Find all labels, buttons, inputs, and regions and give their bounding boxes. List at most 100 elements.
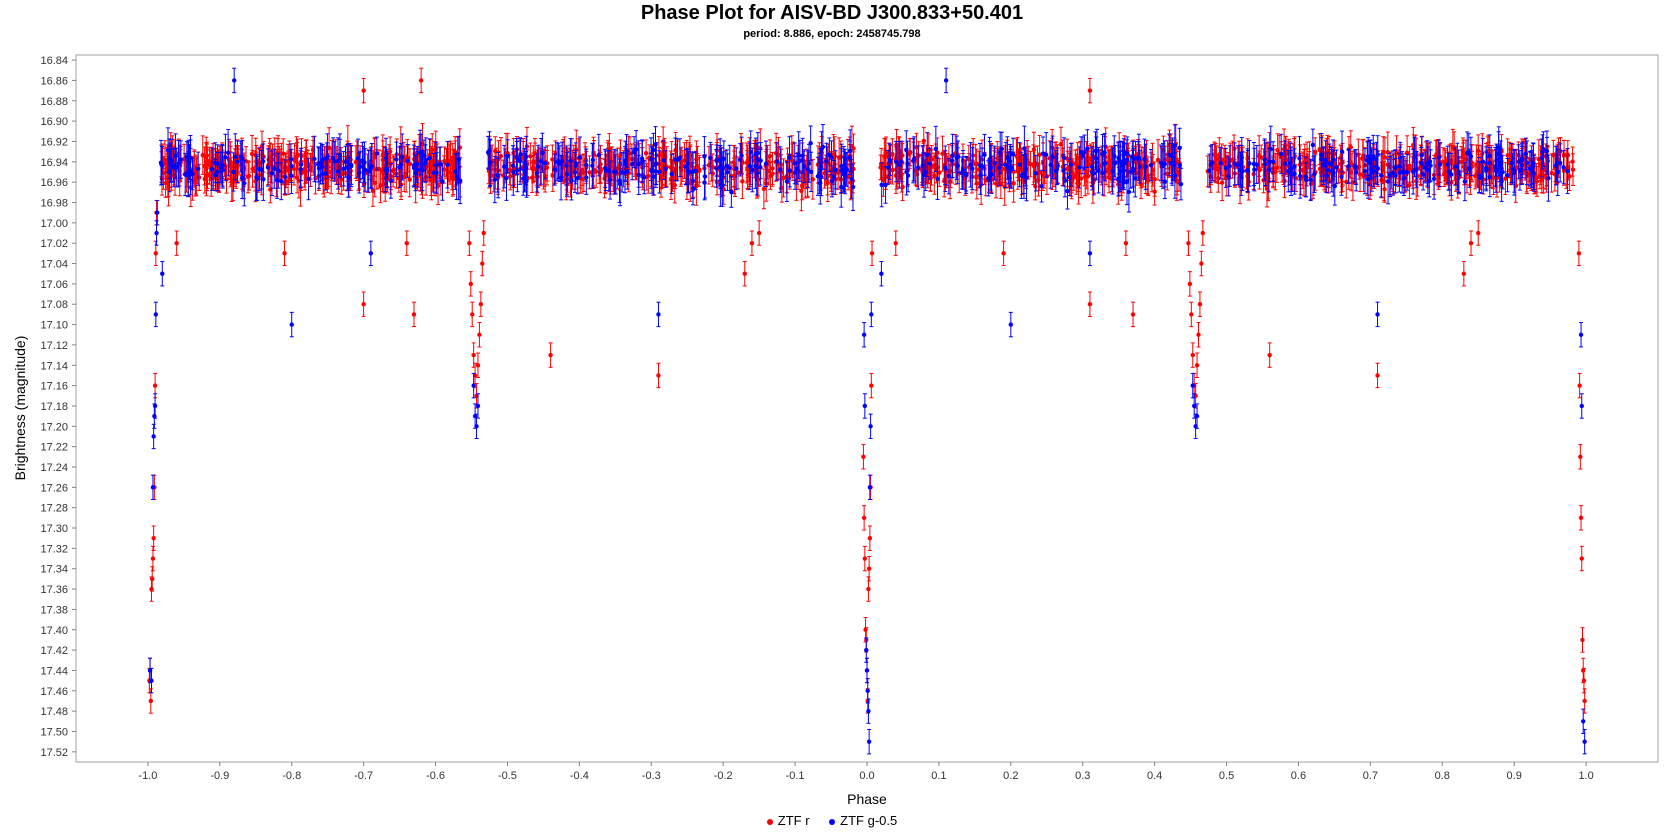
ztf-r-point	[380, 152, 386, 157]
y-tick-label: 17.40	[40, 625, 68, 637]
ztf-r-point	[531, 159, 536, 164]
y-tick-label: 17.06	[40, 279, 68, 291]
y-tick-label: 17.32	[40, 543, 68, 555]
ztf-r-point	[550, 157, 555, 162]
ztf-r-point	[974, 181, 980, 186]
x-tick-label: -0.9	[210, 770, 229, 782]
y-tick-label: 17.36	[40, 584, 68, 596]
ztf-r-point	[1534, 175, 1539, 181]
ztf-r-point	[1230, 157, 1235, 162]
ztf-r-point	[781, 175, 786, 181]
ztf-r-point	[1407, 182, 1412, 188]
ztf-r-point	[768, 173, 773, 179]
ztf-r-point	[940, 151, 945, 156]
ztf-r-point	[770, 166, 775, 171]
x-tick-label: 0.2	[1003, 770, 1018, 782]
y-axis: 16.84 16.86 16.88 16.90 16.92 16.94 16.96 16.98…	[40, 55, 76, 759]
ztf-r-point	[1035, 162, 1040, 167]
y-tick-label: 17.42	[40, 645, 68, 657]
x-tick-label: 0.6	[1291, 770, 1306, 782]
ztf-r-point	[574, 147, 579, 152]
ztf-r-point	[908, 149, 913, 155]
ztf-r-point	[294, 153, 300, 159]
y-tick-label: 16.84	[40, 55, 68, 67]
ztf-r-point	[773, 151, 779, 156]
ztf-r-point	[971, 153, 976, 158]
y-tick-label: 17.02	[40, 238, 68, 250]
ztf-r-point	[825, 180, 830, 185]
y-tick-label: 16.92	[40, 136, 68, 148]
ztf-r-point	[1078, 176, 1084, 181]
x-tick-label: 0.3	[1075, 770, 1090, 782]
ztf-r-point	[761, 186, 767, 192]
y-tick-label: 17.50	[40, 726, 68, 738]
ztf-r-point	[1570, 159, 1575, 164]
y-tick-label: 17.30	[40, 523, 68, 535]
x-tick-label: -0.1	[786, 770, 805, 782]
ztf-r-point	[1152, 189, 1157, 194]
ztf-r-point	[1480, 151, 1485, 156]
ztf-r-point	[1219, 180, 1225, 185]
y-tick-label: 17.52	[40, 747, 68, 759]
y-tick-label: 17.28	[40, 503, 68, 515]
y-tick-label: 16.90	[40, 116, 68, 128]
y-tick-label: 16.96	[40, 177, 68, 189]
x-axis: -1.0 -0.9 -0.8 -0.7 -0.6 -0.5 -0.4 -0.3 -0.2 -0.1…	[138, 762, 1594, 782]
x-tick-label: -1.0	[138, 770, 157, 782]
ztf-r-point	[890, 151, 895, 157]
y-tick-label: 17.26	[40, 482, 68, 494]
ztf-r-point	[1014, 153, 1019, 158]
ztf-r-point	[1028, 161, 1033, 167]
ztf-r-point	[1505, 153, 1510, 158]
ztf-r-point	[208, 176, 214, 182]
ztf-r-point	[1317, 146, 1322, 152]
y-tick-label: 17.38	[40, 604, 68, 616]
ztf-r-point	[838, 154, 844, 159]
ztf-r-point	[275, 158, 281, 163]
x-tick-label: 0.1	[931, 770, 946, 782]
x-tick-label: -0.5	[498, 770, 517, 782]
x-tick-label: -0.4	[570, 770, 589, 782]
ztf-r-point	[202, 176, 208, 182]
x-tick-label: 0.9	[1507, 770, 1522, 782]
y-tick-label: 17.10	[40, 320, 68, 332]
ztf-r-point	[193, 178, 198, 183]
ztf-r-point	[272, 151, 278, 157]
ztf-r-point	[204, 173, 210, 178]
ztf-r-point	[450, 177, 456, 182]
ztf-r-point	[1450, 144, 1456, 150]
y-tick-label: 17.12	[40, 340, 68, 352]
y-tick-label: 17.24	[40, 462, 68, 474]
ztf-r-point	[164, 165, 170, 170]
ztf-r-point	[296, 178, 302, 183]
ztf-r-point	[229, 179, 234, 184]
ztf-r-point	[735, 170, 741, 176]
ztf-r-point	[239, 162, 244, 167]
y-tick-label: 17.16	[40, 381, 68, 393]
ztf-r-point	[745, 167, 750, 172]
ztf-r-point	[246, 173, 252, 179]
ztf-r-point	[810, 177, 816, 182]
y-tick-label: 16.88	[40, 96, 68, 108]
y-tick-label: 17.22	[40, 442, 68, 454]
ztf-r-point	[353, 159, 359, 165]
ztf-r-point	[660, 139, 666, 144]
ztf-r-point	[329, 174, 334, 179]
x-tick-label: 0.0	[859, 770, 874, 782]
x-tick-label: -0.6	[426, 770, 445, 782]
ztf-r-point	[208, 162, 213, 168]
ztf-r-point	[1357, 172, 1363, 177]
y-tick-label: 17.18	[40, 401, 68, 413]
chart-title: Phase Plot for AISV-BD J300.833+50.401	[640, 2, 1024, 24]
ztf-r-point	[1058, 142, 1064, 147]
ztf-r-point	[1044, 174, 1050, 179]
ztf-r-point	[508, 173, 513, 179]
ztf-r-point	[268, 187, 273, 192]
y-tick-label: 17.20	[40, 421, 68, 433]
ztf-r-point	[1155, 157, 1161, 163]
ztf-r-point	[402, 174, 407, 180]
ztf-r-point	[822, 171, 827, 176]
ztf-r-point	[656, 153, 662, 158]
x-tick-label: -0.3	[642, 770, 661, 782]
